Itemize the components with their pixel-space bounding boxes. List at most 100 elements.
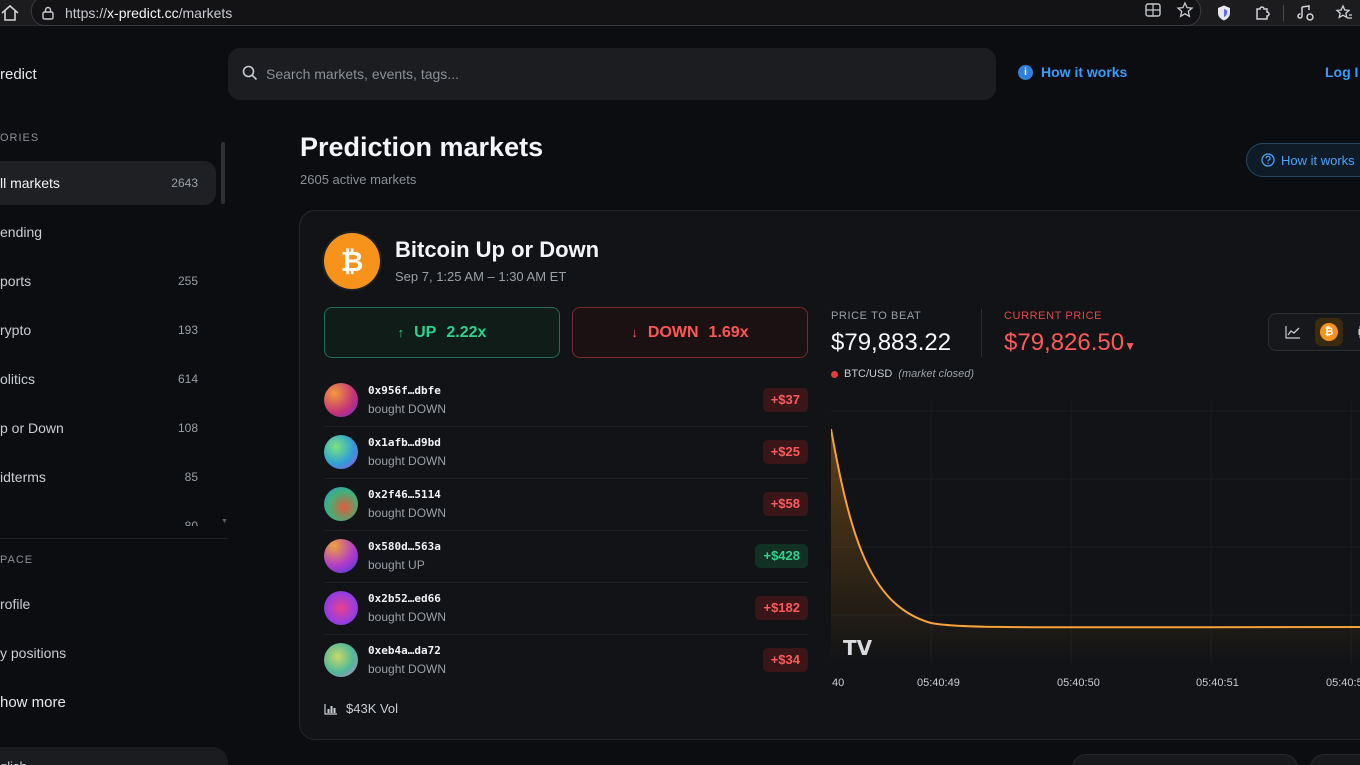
sidebar-item-trending[interactable]: ending — [0, 210, 216, 254]
trade-action: bought DOWN — [368, 506, 447, 520]
sidebar-item-label: rofile — [0, 596, 31, 612]
sidebar-item-count: 193 — [177, 323, 198, 337]
page-title: Prediction markets — [300, 132, 544, 162]
sidebar-item-up-or-down[interactable]: p or Down 108 — [0, 406, 216, 450]
shield-extension-icon[interactable] — [1215, 4, 1233, 22]
sidebar-item-label: how more — [0, 693, 66, 711]
up-odds: 2.22x — [446, 323, 487, 341]
market-card[interactable]: ₿ Bitcoin Up or Down Sep 7, 1:25 AM – 1:… — [299, 210, 1360, 740]
trader-address[interactable]: 0x956f…dbfe — [368, 384, 441, 397]
status-dot-icon — [831, 370, 838, 378]
trader-address[interactable]: 0x2b52…ed66 — [368, 592, 441, 605]
sidebar-item-profile[interactable]: rofile — [0, 582, 216, 626]
media-control-icon[interactable] — [1297, 4, 1315, 22]
market-volume: $43K Vol — [324, 701, 398, 716]
bet-down-button[interactable]: ↓ DOWN 1.69x — [572, 307, 808, 358]
trade-row[interactable]: 0x2b52…ed66 bought DOWN +$182 — [324, 583, 808, 635]
sidebar-item-label: ports — [0, 273, 32, 289]
market-title[interactable]: Bitcoin Up or Down — [395, 237, 600, 262]
avatar — [324, 591, 358, 625]
address-bar[interactable]: https://x-predict.cc/markets — [31, 0, 1201, 26]
price-down-icon: ▼ — [1124, 339, 1137, 353]
search-icon — [242, 65, 258, 81]
bookmark-star-icon[interactable] — [1176, 1, 1194, 19]
language-label: glish — [0, 759, 27, 765]
language-selector[interactable]: glish — [0, 747, 228, 765]
sidebar-item-label: idterms — [0, 469, 46, 485]
sidebar-item-all-markets[interactable]: ll markets 2643 — [0, 161, 216, 205]
home-icon[interactable] — [0, 3, 20, 23]
trade-action: bought DOWN — [368, 610, 447, 624]
trade-amount: +$182 — [755, 596, 808, 620]
sidebar-item-count: 614 — [177, 372, 198, 386]
trade-row[interactable]: 0x580d…563a bought UP +$428 — [324, 531, 808, 583]
sidebar-item-label: p or Down — [0, 420, 64, 436]
extensions-puzzle-icon[interactable] — [1253, 4, 1271, 22]
trader-address[interactable]: 0x2f46…5114 — [368, 488, 441, 501]
trade-row[interactable]: 0x1afb…d9bd bought DOWN +$25 — [324, 427, 808, 479]
avatar — [324, 487, 358, 521]
chart-x-label: 05:40:51 — [1196, 677, 1239, 689]
sidebar-item-midterms[interactable]: idterms 85 — [0, 455, 216, 499]
sidebar-item-count: 2643 — [171, 176, 198, 190]
brand-name[interactable]: redict — [0, 66, 37, 83]
trader-address[interactable]: 0xeb4a…da72 — [368, 644, 441, 657]
recent-trades-list: 0x956f…dbfe bought DOWN +$37 0x1afb…d9bd… — [324, 375, 808, 687]
url-host: x-predict.cc — [107, 5, 179, 21]
sidebar-item-partial[interactable]: 80 — [0, 504, 216, 526]
sidebar-item-show-more[interactable]: how more — [0, 680, 216, 724]
search-bar — [228, 48, 996, 100]
btc-source-button[interactable]: ₿ — [1315, 318, 1343, 346]
active-markets-count: 2605 active markets — [300, 172, 417, 187]
trade-action: bought DOWN — [368, 402, 447, 416]
sidebar-divider — [0, 538, 228, 539]
trader-address[interactable]: 0x580d…563a — [368, 540, 441, 553]
reader-view-icon[interactable] — [1144, 1, 1162, 19]
sidebar: redict ORIES ll markets 2643 ending port… — [0, 26, 228, 765]
bar-chart-icon — [324, 703, 337, 715]
sidebar-item-sports[interactable]: ports 255 — [0, 259, 216, 303]
login-link[interactable]: Log I — [1325, 64, 1359, 80]
sidebar-item-label: y positions — [0, 645, 67, 661]
price-chart[interactable]: TV — [831, 401, 1360, 701]
trade-row[interactable]: 0x2f46…5114 bought DOWN +$58 — [324, 479, 808, 531]
sidebar-item-count: 80 — [184, 519, 198, 526]
sidebar-item-my-positions[interactable]: y positions — [0, 631, 216, 675]
trade-amount: +$428 — [755, 544, 808, 568]
scroll-down-icon[interactable]: ▼ — [221, 518, 228, 525]
how-it-works-link[interactable]: i How it works — [1018, 64, 1127, 80]
lock-icon[interactable] — [42, 6, 54, 20]
how-it-works-button[interactable]: How it works — [1246, 143, 1360, 177]
trader-address[interactable]: 0x1afb…d9bd — [368, 436, 441, 449]
down-odds: 1.69x — [708, 323, 749, 341]
trade-action: bought DOWN — [368, 662, 447, 676]
trade-action: bought DOWN — [368, 454, 447, 468]
trade-row[interactable]: 0x956f…dbfe bought DOWN +$37 — [324, 375, 808, 427]
up-label: UP — [414, 323, 437, 341]
pair-label: BTC/USD — [844, 368, 893, 380]
search-input[interactable] — [266, 60, 966, 88]
next-card-pill[interactable] — [1310, 754, 1360, 765]
trade-row[interactable]: 0xeb4a…da72 bought DOWN +$34 — [324, 635, 808, 687]
price-to-beat-value: $79,883.22 — [831, 329, 952, 356]
favorites-icon[interactable] — [1335, 4, 1353, 22]
bitcoin-logo: ₿ — [324, 233, 380, 289]
candlestick-button[interactable] — [1351, 318, 1360, 346]
next-card-pill[interactable] — [1072, 754, 1298, 765]
price-line — [831, 428, 1360, 629]
sidebar-item-label: ll markets — [0, 175, 60, 191]
tradingview-logo: TV — [843, 636, 873, 660]
bet-up-button[interactable]: ↑ UP 2.22x — [324, 307, 560, 358]
trade-amount: +$37 — [762, 388, 808, 412]
sidebar-scrollbar[interactable] — [221, 142, 225, 204]
market-time-window: Sep 7, 1:25 AM – 1:30 AM ET — [395, 269, 567, 284]
line-chart-icon — [1285, 326, 1300, 339]
sidebar-item-politics[interactable]: olitics 614 — [0, 357, 216, 401]
sidebar-item-crypto[interactable]: rypto 193 — [0, 308, 216, 352]
chart-x-label: 05:40:5 — [1326, 677, 1360, 689]
trade-amount: +$25 — [762, 440, 808, 464]
url-text: https://x-predict.cc/markets — [65, 5, 232, 21]
price-divider — [981, 309, 982, 357]
address-bar-actions — [1144, 1, 1194, 19]
line-chart-button[interactable] — [1279, 318, 1307, 346]
